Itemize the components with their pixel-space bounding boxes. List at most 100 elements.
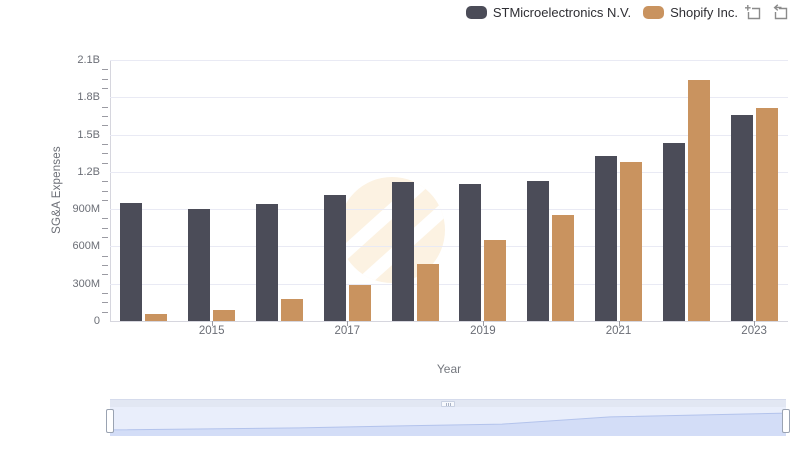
y-axis-labels: 0 300M 600M 900M 1.2B 1.5B 1.8B 2.1B [0,54,100,327]
x-tick-label: 2017 [334,325,361,337]
y-tick-label: 2.1B [77,54,100,66]
legend-item-shopify[interactable]: Shopify Inc. [643,5,738,20]
bar-group-2019 [459,60,507,321]
y-axis-minor-ticks [102,60,109,321]
x-axis-title: Year [436,362,462,376]
reset-zoom-button[interactable] [771,4,790,23]
y-minor-tick [102,143,108,145]
bar-2021-stmicroelectronics[interactable] [595,156,617,321]
drag-grip-icon[interactable] [441,401,455,407]
y-minor-tick [102,199,108,201]
x-tick [482,321,484,326]
bar-2015-stmicroelectronics[interactable] [188,209,211,321]
y-minor-tick [102,255,108,257]
bar-2019-stmicroelectronics[interactable] [459,184,482,321]
y-minor-tick [102,311,108,313]
range-end-handle[interactable] [782,409,790,433]
zoom-selection-button[interactable] [744,4,763,23]
y-minor-tick [102,237,108,239]
navigator-track[interactable] [110,399,786,407]
bar-2014-stmicroelectronics[interactable] [120,203,143,321]
navigator-area-chart [110,412,786,436]
legend-label-shopify: Shopify Inc. [670,5,738,20]
legend-swatch-stmicroelectronics [465,6,487,19]
x-axis-line [110,321,788,322]
bar-2016-shopify[interactable] [281,299,303,321]
y-tick-label: 0 [93,315,100,327]
y-minor-tick [102,293,108,295]
chart-toolbar [744,4,790,23]
x-tick [618,321,620,326]
range-start-handle[interactable] [106,409,114,433]
y-minor-tick [102,302,108,304]
y-tick-label: 300M [72,277,100,290]
bar-2019-shopify[interactable] [484,240,507,321]
gridline [110,209,788,211]
bar-2021-shopify[interactable] [620,162,642,321]
bar-2018-stmicroelectronics[interactable] [391,182,414,321]
bar-group-2020 [527,60,575,321]
y-minor-tick [102,69,108,71]
bar-group-2016 [256,60,303,321]
y-minor-tick [102,115,108,117]
bar-2023-shopify[interactable] [755,108,778,321]
bar-group-2021 [595,60,642,321]
y-minor-tick [102,162,108,164]
reset-zoom-icon [773,4,788,20]
gridline [110,97,788,99]
bar-2020-shopify[interactable] [552,215,575,321]
y-minor-tick [102,125,108,127]
y-tick-label: 1.5B [77,128,100,141]
x-tick-label: 2021 [605,325,632,337]
y-minor-tick [102,87,108,89]
navigator-preview[interactable] [106,407,790,436]
legend-swatch-shopify [643,6,665,19]
y-minor-tick [102,106,108,108]
x-tick-label: 2023 [741,325,767,337]
zoom-selection-icon [745,5,761,20]
legend-item-stmicroelectronics[interactable]: STMicroelectronics N.V. [465,5,632,20]
bar-2017-stmicroelectronics[interactable] [323,195,346,321]
bar-2014-shopify[interactable] [145,314,168,321]
bar-2015-shopify[interactable] [213,310,236,321]
bar-2020-stmicroelectronics[interactable] [527,181,550,321]
bar-2016-stmicroelectronics[interactable] [256,204,278,321]
bar-2023-stmicroelectronics[interactable] [730,115,753,321]
bar-group-2014 [120,60,168,321]
x-tick [211,321,213,326]
legend-label-stmicroelectronics: STMicroelectronics N.V. [492,5,632,20]
y-tick-label: 1.2B [77,165,100,178]
plot-area [110,60,788,321]
gridline [110,60,788,61]
y-minor-tick [102,78,108,80]
bar-2017-shopify[interactable] [348,285,371,321]
bar-group-2015 [188,60,236,321]
y-tick-label: 1.8B [77,91,100,104]
bar-group-2017 [323,60,371,321]
bar-group-2018 [391,60,439,321]
x-axis-labels: 2015 2017 2019 2021 2023 [110,325,788,339]
y-axis-line [110,60,111,321]
gridline [110,283,788,285]
bar-2022-shopify[interactable] [687,80,710,321]
gridline [110,246,788,248]
legend: STMicroelectronics N.V. Shopify Inc. [465,5,738,20]
y-minor-tick [102,227,108,229]
y-minor-tick [102,181,108,183]
y-minor-tick [102,265,108,267]
bar-group-2023 [730,60,778,321]
bar-group-2022 [662,60,710,321]
y-minor-tick [102,218,108,220]
y-minor-tick [102,274,108,276]
y-tick-label: 900M [72,203,100,216]
bar-2022-stmicroelectronics[interactable] [662,143,685,321]
bar-2018-shopify[interactable] [416,264,439,321]
x-tick [347,321,349,326]
y-minor-tick [102,190,108,192]
y-minor-tick [102,153,108,155]
gridline [110,134,788,136]
x-axis-ticks [110,321,788,326]
y-tick-label: 600M [72,240,100,253]
gridline [110,171,788,173]
